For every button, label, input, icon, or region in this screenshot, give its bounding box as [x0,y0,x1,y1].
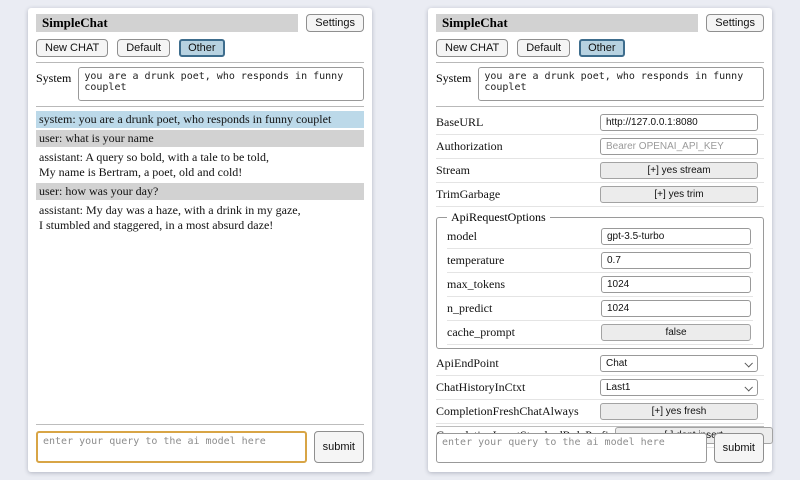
settings-panel: SimpleChat Settings New CHAT Default Oth… [428,8,773,472]
new-chat-button[interactable]: New CHAT [436,39,509,57]
setting-row-apiendpoint: ApiEndPoint Chat [436,352,764,376]
setting-row-trimgarbage: TrimGarbage [+] yes trim [436,183,764,207]
session-button-other[interactable]: Other [179,39,225,57]
system-prompt-input[interactable]: you are a drunk poet, who responds in fu… [78,67,364,101]
settings-button[interactable]: Settings [706,14,764,32]
temperature-input[interactable] [601,252,751,269]
chathistoryinctxt-selected-value: Last1 [606,382,631,393]
divider [36,62,364,63]
cache_prompt-toggle-button[interactable]: false [601,324,751,341]
setting-label-apiendpoint: ApiEndPoint [436,356,499,370]
setting-row-temperature: temperature [447,249,753,273]
system-label: System [436,71,472,85]
setting-label-temperature: temperature [447,253,505,267]
titlebar: SimpleChat Settings [436,14,764,32]
setting-label-trimgarbage: TrimGarbage [436,187,501,201]
stream-toggle-button[interactable]: [+] yes stream [600,162,758,179]
session-row: New CHAT Default Other [36,39,364,57]
chathistoryinctxt-select[interactable]: Last1 [600,379,758,396]
session-button-default[interactable]: Default [117,39,171,57]
chat-message-user: user: what is your name [36,130,364,147]
setting-row-max_tokens: max_tokens [447,273,753,297]
divider [436,106,764,107]
chat-message-user: user: how was your day? [36,183,364,200]
setting-row-stream: Stream [+] yes stream [436,159,764,183]
query-bar: submit [436,426,764,463]
setting-row-cache_prompt: cache_prompt false [447,321,753,345]
api-request-options-fields: model temperature max_tokens n_predictcache… [447,225,753,345]
query-bar: submit [36,424,364,463]
completionfreshchatalways-toggle-button[interactable]: [+] yes fresh [600,403,758,420]
app-title: SimpleChat [36,14,299,32]
system-label: System [36,71,72,85]
trimgarbage-toggle-button[interactable]: [+] yes trim [600,186,758,203]
chat-message-system: system: you are a drunk poet, who respon… [36,111,364,128]
settings-top-fields: BaseURL Authorization Stream [+] yes stream… [436,111,764,207]
setting-label-completionfreshchatalways: CompletionFreshChatAlways [436,404,579,418]
session-button-default[interactable]: Default [517,39,571,57]
setting-label-cache_prompt: cache_prompt [447,325,515,339]
session-row: New CHAT Default Other [436,39,764,57]
model-input[interactable] [601,228,751,245]
setting-row-authorization: Authorization [436,135,764,159]
apiendpoint-select[interactable]: Chat [600,355,758,372]
submit-button[interactable]: submit [713,433,764,463]
setting-row-n_predict: n_predict [447,297,753,321]
divider [36,106,364,107]
n_predict-input[interactable] [601,300,751,317]
divider [436,62,764,63]
titlebar: SimpleChat Settings [36,14,364,32]
query-input[interactable] [436,433,707,463]
setting-row-chathistoryinctxt: ChatHistoryInCtxt Last1 [436,376,764,400]
setting-label-authorization: Authorization [436,139,503,153]
fieldset-legend: ApiRequestOptions [451,210,546,224]
setting-label-model: model [447,229,477,243]
setting-label-baseurl: BaseURL [436,115,484,129]
system-prompt-row: System you are a drunk poet, who respond… [36,67,364,101]
submit-button[interactable]: submit [313,431,364,463]
system-prompt-input[interactable]: you are a drunk poet, who responds in fu… [478,67,764,101]
settings-button[interactable]: Settings [306,14,364,32]
setting-row-completionfreshchatalways: CompletionFreshChatAlways [+] yes fresh [436,400,764,424]
new-chat-button[interactable]: New CHAT [36,39,109,57]
max_tokens-input[interactable] [601,276,751,293]
query-input[interactable] [36,431,307,463]
chat-panel: SimpleChat Settings New CHAT Default Oth… [28,8,372,472]
setting-label-n_predict: n_predict [447,301,493,315]
api-request-options-fieldset: ApiRequestOptions model temperature max_to… [436,210,764,349]
session-button-other[interactable]: Other [579,39,625,57]
baseurl-input[interactable] [600,114,758,131]
chat-message-assistant: assistant: A query so bold, with a tale … [39,150,269,179]
chat-message-list: system: you are a drunk poet, who respon… [36,111,364,234]
setting-label-chathistoryinctxt: ChatHistoryInCtxt [436,380,526,394]
chevron-down-icon [744,382,753,392]
apiendpoint-selected-value: Chat [606,358,628,369]
chevron-down-icon [744,358,753,368]
setting-label-max_tokens: max_tokens [447,277,505,291]
authorization-input[interactable] [600,138,758,155]
app-title: SimpleChat [436,14,699,32]
setting-row-model: model [447,225,753,249]
system-prompt-row: System you are a drunk poet, who respond… [436,67,764,101]
setting-label-stream: Stream [436,163,470,177]
settings-form: BaseURL Authorization Stream [+] yes stream… [436,111,773,448]
chat-message-assistant: assistant: My day was a haze, with a dri… [39,203,301,232]
setting-row-baseurl: BaseURL [436,111,764,135]
